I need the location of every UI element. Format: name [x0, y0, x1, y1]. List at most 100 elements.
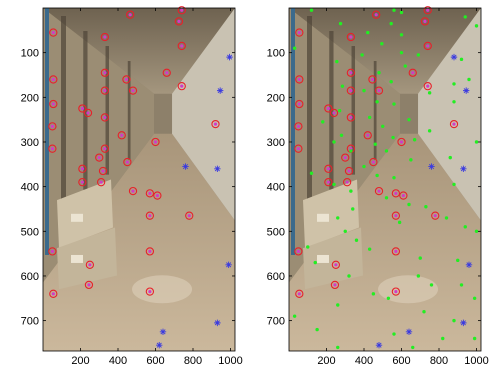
feature-circle-marker — [49, 28, 58, 37]
feature-circle-marker — [174, 17, 184, 26]
feature-center-dot — [297, 77, 301, 82]
green-dot-marker — [389, 21, 393, 26]
green-dot-marker — [407, 202, 411, 207]
blue-star-marker — [216, 87, 224, 94]
feature-circle-marker — [126, 10, 135, 19]
feature-circle-marker — [391, 247, 401, 256]
feature-circle-marker — [145, 287, 155, 296]
green-dot-marker — [467, 77, 471, 82]
feature-circle-marker — [341, 153, 350, 162]
green-dot-marker — [463, 225, 467, 229]
blue-star-marker — [460, 319, 467, 327]
green-dot-marker — [429, 283, 434, 287]
feature-center-dot — [180, 84, 184, 88]
feature-circle-marker — [85, 260, 95, 269]
feature-circle-marker — [449, 119, 459, 129]
feature-circle-marker — [397, 137, 406, 147]
feature-center-dot — [332, 111, 336, 115]
feature-circle-marker — [100, 86, 110, 95]
photo-door — [373, 61, 377, 160]
feature-circle-marker — [420, 17, 430, 26]
green-dot-marker — [459, 57, 464, 62]
feature-center-dot — [155, 193, 159, 198]
feature-center-dot — [297, 102, 301, 106]
x-tick-label: 200 — [71, 355, 89, 367]
feature-circle-marker — [294, 247, 303, 256]
feature-circle-marker — [295, 99, 304, 109]
feature-circle-marker — [346, 86, 356, 95]
photo-floor — [289, 133, 481, 351]
feature-center-dot — [366, 133, 370, 137]
photo-door — [127, 61, 131, 160]
feature-circle-marker — [177, 6, 186, 15]
feature-center-dot — [148, 191, 152, 195]
feature-center-dot — [349, 89, 353, 93]
photo-box-label — [317, 213, 329, 222]
feature-center-dot — [50, 147, 54, 151]
green-dot-marker — [332, 140, 336, 144]
feature-circle-marker — [363, 131, 372, 140]
photo-box-label — [71, 254, 83, 263]
green-dot-marker — [472, 296, 477, 300]
blue-star-marker — [462, 87, 470, 94]
green-dot-marker — [407, 117, 411, 122]
feature-circle-marker — [346, 68, 356, 77]
x-tick-label: 1000 — [218, 355, 242, 367]
feature-circle-marker — [431, 211, 440, 220]
y-tick-label: 600 — [21, 271, 39, 283]
left-markers — [48, 6, 233, 349]
green-dot-marker — [377, 71, 381, 75]
feature-circle-marker — [100, 144, 110, 153]
feature-center-dot — [80, 167, 84, 171]
feature-center-dot — [177, 19, 181, 23]
photo-door — [307, 16, 312, 205]
feature-circle-marker — [128, 86, 138, 95]
left-axes-frame — [42, 7, 236, 352]
green-dot-marker — [292, 46, 297, 50]
feature-circle-marker — [98, 166, 108, 176]
y-tick-label: 500 — [267, 226, 285, 238]
feature-center-dot — [103, 35, 107, 39]
green-dot-marker — [373, 142, 377, 146]
photo-ceiling — [289, 8, 481, 94]
green-dot-marker — [384, 149, 389, 153]
green-dot-marker — [367, 115, 372, 120]
green-dot-marker — [427, 91, 432, 95]
green-dot-marker — [354, 238, 359, 242]
green-dot-marker — [399, 50, 404, 55]
feature-circle-marker — [95, 153, 104, 162]
feature-center-dot — [103, 115, 107, 120]
feature-circle-marker — [117, 131, 126, 140]
feature-circle-marker — [100, 113, 110, 122]
photo-floor-reflection — [378, 275, 439, 304]
right-y-ticks: 100 200 300 400 500 600 700 — [267, 48, 481, 328]
feature-circle-marker — [295, 28, 304, 37]
feature-circle-marker — [78, 164, 87, 173]
feature-circle-marker — [49, 75, 58, 84]
feature-circle-marker — [145, 189, 155, 198]
feature-circle-marker — [83, 108, 93, 118]
feature-center-dot — [125, 160, 129, 164]
green-dot-marker — [422, 309, 426, 314]
y-tick-label: 200 — [21, 92, 39, 104]
photo-edge-strip — [45, 8, 49, 255]
feature-center-dot — [120, 133, 124, 137]
y-tick-label: 400 — [267, 182, 285, 194]
y-tick-label: 400 — [21, 182, 39, 194]
feature-circle-marker — [391, 211, 401, 220]
blue-star-marker — [214, 319, 221, 327]
right-x-ticks: 200 400 600 800 1000 — [317, 8, 489, 367]
green-dot-marker — [347, 274, 351, 278]
green-dot-marker — [392, 176, 396, 180]
green-dot-marker — [332, 182, 336, 187]
x-tick-label: 800 — [430, 355, 448, 367]
feature-center-dot — [326, 106, 330, 111]
feature-circle-marker — [391, 287, 401, 296]
feature-center-dot — [180, 44, 184, 48]
y-tick-label: 600 — [267, 271, 285, 283]
feature-center-dot — [377, 89, 381, 93]
feature-center-dot — [88, 263, 92, 267]
feature-circle-marker — [84, 280, 94, 290]
feature-circle-marker — [346, 113, 356, 122]
green-dot-marker — [389, 79, 393, 84]
